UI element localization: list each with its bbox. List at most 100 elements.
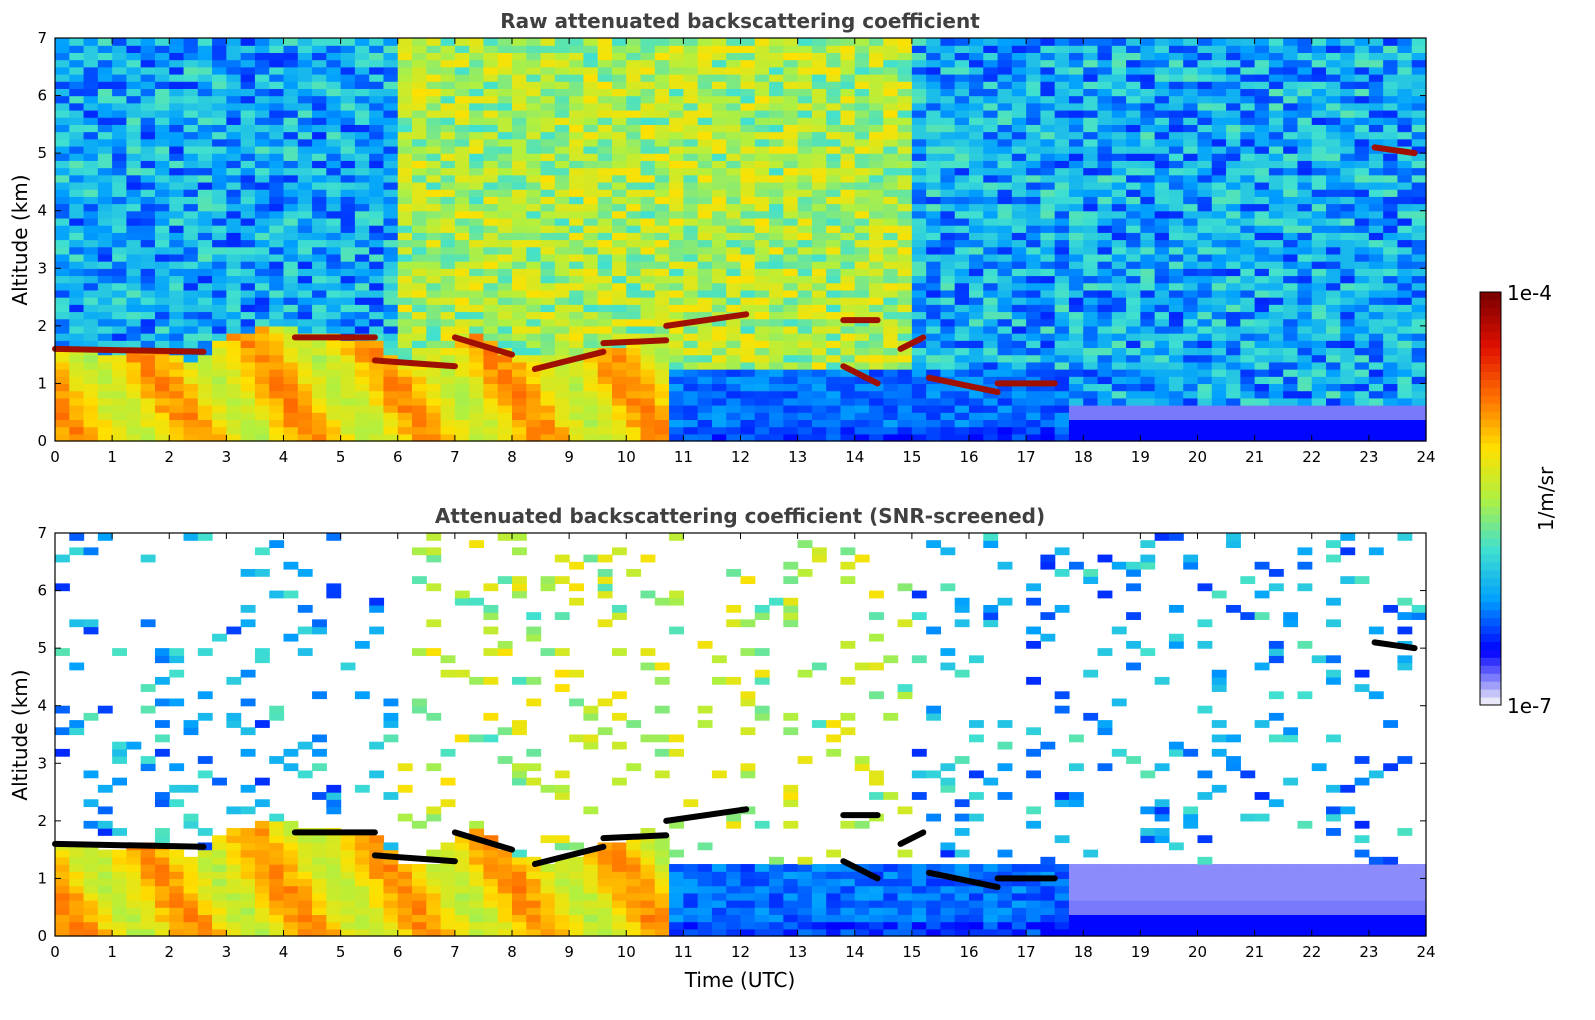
- panel-raw-cell: [154, 275, 170, 284]
- panel-raw-cell: [369, 419, 385, 428]
- panel-raw-cell: [554, 174, 570, 183]
- panel-raw-cell: [783, 109, 799, 118]
- panel-raw-cell: [512, 369, 527, 377]
- panel-raw-cell: [883, 246, 899, 255]
- panel-raw-cell: [354, 426, 370, 435]
- panel-raw-cell: [383, 289, 399, 298]
- panel-raw-cell: [1254, 426, 1270, 435]
- panel-raw-cell: [783, 189, 799, 197]
- panel-raw-cell: [754, 325, 770, 334]
- panel-raw-cell: [697, 297, 713, 305]
- panel-raw-cell: [1283, 390, 1299, 399]
- panel-raw-cell: [1054, 181, 1070, 190]
- panel-raw-cell: [483, 210, 499, 219]
- panel-raw-cell: [354, 390, 370, 399]
- panel-raw-cell: [512, 333, 527, 341]
- panel-raw-cell: [1011, 174, 1027, 183]
- panel-raw-cell: [112, 174, 128, 183]
- panel-raw-cell: [569, 59, 585, 68]
- panel-raw-cell: [126, 38, 142, 46]
- panel-raw-cell: [140, 59, 156, 68]
- panel-raw-cell: [740, 225, 756, 233]
- panel-raw-cell: [1211, 311, 1227, 320]
- panel-raw-cell: [454, 297, 470, 305]
- panel-raw-cell: [683, 304, 699, 313]
- panel-raw-cell: [97, 376, 113, 385]
- panel-raw-cell: [183, 232, 199, 241]
- panel-raw-cell: [983, 318, 999, 327]
- panel-raw-cell: [1240, 59, 1256, 68]
- panel-raw-cell: [783, 268, 799, 277]
- panel-raw-cell: [69, 325, 85, 334]
- panel-raw-cell: [1083, 325, 1099, 334]
- panel-raw-cell: [412, 38, 427, 46]
- panel-raw-cell: [154, 66, 170, 75]
- panel-raw-cell: [1140, 52, 1156, 61]
- panel-raw-cell: [1283, 59, 1299, 68]
- panel-raw-cell: [312, 52, 327, 61]
- panel-raw-cell: [1026, 102, 1042, 111]
- panel-raw-cell: [112, 167, 128, 176]
- panel-raw-cell: [697, 45, 713, 53]
- panel-raw-cell: [69, 289, 85, 298]
- panel-raw-cell: [654, 189, 670, 197]
- panel-raw-cell: [926, 318, 942, 327]
- panel-raw-cell: [97, 405, 113, 413]
- panel-raw-cell: [1097, 117, 1113, 125]
- panel-raw-cell: [797, 426, 813, 435]
- panel-raw-cell: [854, 297, 870, 305]
- panel-raw-cell: [1026, 289, 1042, 298]
- panel-raw-cell: [926, 38, 942, 46]
- panel-raw-cell: [1197, 45, 1213, 53]
- panel-raw-cell: [1211, 124, 1227, 133]
- panel-raw-cell: [1211, 167, 1227, 176]
- panel-raw-cell: [769, 361, 784, 370]
- panel-raw-cell: [926, 138, 942, 147]
- panel-raw-cell: [997, 426, 1013, 435]
- panel-raw-cell: [583, 390, 599, 399]
- panel-raw-cell: [126, 246, 142, 255]
- panel-raw-cell: [983, 73, 999, 82]
- panel-raw-cell: [226, 347, 242, 356]
- panel-raw-cell: [726, 433, 742, 442]
- panel-raw-cell: [569, 95, 585, 104]
- panel-raw-cell: [1126, 333, 1141, 341]
- panel-raw-cell: [697, 261, 713, 269]
- panel-raw-cell: [569, 390, 585, 399]
- panel-raw-cell: [312, 325, 327, 334]
- panel-raw-cell: [526, 433, 542, 442]
- panel-raw-cell: [754, 225, 770, 233]
- panel-raw-cell: [212, 405, 227, 413]
- panel-raw-cell: [883, 45, 899, 53]
- panel-raw-cell: [397, 426, 413, 435]
- panel-raw-cell: [512, 318, 527, 327]
- panel-raw-cell: [483, 109, 499, 118]
- panel-raw-cell: [1326, 426, 1341, 435]
- panel-raw-cell: [197, 174, 213, 183]
- panel-raw-cell: [811, 196, 827, 205]
- panel-raw-cell: [983, 102, 999, 111]
- panel-raw-cell: [369, 59, 385, 68]
- panel-raw-cell: [212, 239, 227, 248]
- panel-raw-cell: [1111, 153, 1127, 161]
- panel-raw-cell: [983, 347, 999, 356]
- panel-raw-cell: [1083, 369, 1099, 377]
- panel-raw-cell: [55, 412, 70, 421]
- panel-raw-cell: [397, 297, 413, 305]
- panel-raw-cell: [126, 340, 142, 349]
- panel-raw-cell: [1254, 383, 1270, 392]
- panel-raw-cell: [726, 354, 742, 363]
- panel-raw-cell: [1011, 138, 1027, 147]
- panel-raw-cell: [1283, 354, 1299, 363]
- panel-raw-cell: [97, 124, 113, 133]
- panel-raw-cell: [1097, 347, 1113, 356]
- panel-raw-cell: [1297, 66, 1313, 75]
- panel-raw-cell: [397, 160, 413, 169]
- panel-raw-cell: [112, 340, 128, 349]
- panel-raw-cell: [326, 102, 342, 111]
- panel-raw-cell: [840, 225, 856, 233]
- panel-raw-cell: [440, 397, 456, 406]
- panel-raw-cell: [426, 311, 442, 320]
- panel-raw-cell: [1183, 102, 1199, 111]
- panel-raw-cell: [469, 268, 485, 277]
